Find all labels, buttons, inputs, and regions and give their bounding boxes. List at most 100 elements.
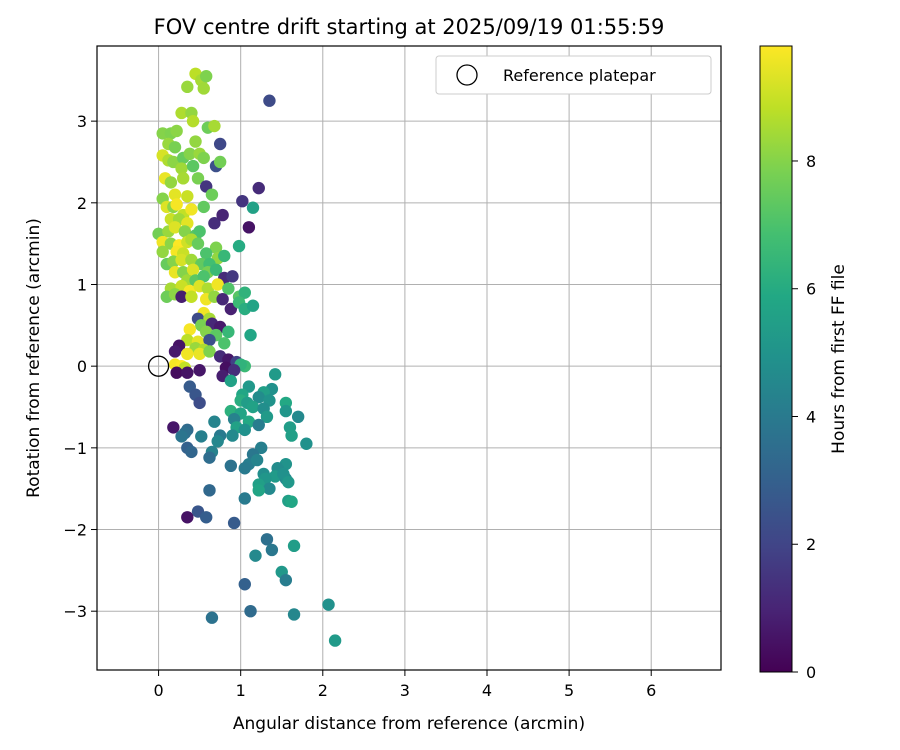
x-tick-label: 3 [400, 681, 410, 700]
scatter-point [175, 106, 188, 120]
legend-marker [456, 64, 478, 86]
colorbar-ticks: 0 2 4 6 8 [792, 152, 816, 682]
scatter-point [252, 391, 265, 404]
scatter-point [203, 451, 216, 464]
scatter-point [185, 290, 198, 303]
scatter-point [222, 282, 235, 295]
y-axis-label: Rotation from reference (arcmin) [24, 218, 44, 498]
scatter-point [170, 366, 183, 379]
scatter-point [167, 421, 180, 434]
scatter-point [238, 462, 251, 475]
scatter-point [218, 249, 231, 263]
scatter-point [238, 578, 251, 591]
scatter-point [213, 137, 227, 151]
scatter-point [260, 410, 274, 424]
scatter-point [181, 347, 194, 361]
scatter-point [260, 533, 274, 546]
scatter-point [291, 410, 305, 424]
x-axis-label: Angular distance from reference (arcmin) [233, 714, 585, 734]
x-tick-label: 5 [564, 681, 574, 700]
x-tick-label: 6 [646, 681, 656, 700]
scatter-point [232, 239, 246, 253]
scatter-point [252, 181, 265, 195]
scatter-point [227, 364, 241, 377]
scatter-point [175, 162, 188, 175]
x-tick-label: 2 [318, 681, 328, 700]
scatter-point [287, 608, 301, 621]
x-axis-ticks: 0 1 2 3 4 5 6 [153, 670, 656, 700]
scatter-point [168, 221, 182, 234]
x-tick-label: 0 [153, 681, 163, 700]
scatter-point [250, 453, 264, 467]
scatter-point [208, 119, 221, 133]
scatter-point [181, 80, 194, 94]
x-tick-label: 1 [236, 681, 246, 700]
scatter-point [227, 516, 241, 530]
scatter-point [209, 241, 223, 254]
scatter-point [263, 482, 276, 495]
scatter-point [287, 539, 301, 553]
scatter-point [205, 188, 219, 201]
scatter-point [197, 200, 210, 214]
scatter-point [244, 604, 257, 618]
scatter-point [218, 337, 231, 350]
colorbar-tick-label: 0 [806, 663, 816, 682]
scatter-point [213, 155, 227, 169]
scatter-point [208, 217, 221, 230]
y-axis-ticks: −3 −2 −1 0 1 2 3 [63, 112, 97, 621]
legend-label: Reference platepar [503, 66, 656, 85]
scatter-point [191, 172, 205, 185]
scatter-point [224, 374, 238, 388]
scatter-point [200, 511, 213, 524]
y-tick-label: 1 [77, 275, 87, 294]
scatter-point [175, 253, 188, 267]
y-tick-label: −3 [63, 602, 87, 621]
scatter-point [203, 345, 216, 358]
scatter-point [183, 323, 196, 336]
scatter-point [193, 364, 206, 377]
scatter-point [197, 270, 210, 283]
scatter-point [216, 292, 229, 306]
scatter-point [242, 221, 256, 234]
scatter-point [244, 328, 257, 342]
scatter-point [246, 400, 260, 414]
colorbar-tick-label: 2 [806, 535, 816, 554]
scatter-point [226, 270, 239, 283]
scatter-point [282, 475, 295, 489]
scatter-point [200, 247, 213, 260]
scatter-point [211, 435, 224, 448]
scatter-point [186, 159, 200, 173]
scatter-point [183, 147, 196, 161]
scatter-point [222, 325, 235, 339]
scatter-point [156, 245, 169, 259]
scatter-point [249, 549, 262, 562]
scatter-point [185, 253, 198, 267]
scatter-point [203, 333, 216, 347]
scatter-point [236, 194, 249, 208]
reference-platepar-marker [147, 355, 170, 377]
scatter-point [216, 208, 229, 222]
scatter-point [211, 278, 224, 291]
scatter-point [170, 124, 183, 138]
legend-box [435, 55, 712, 95]
scatter-point [186, 114, 200, 128]
scatter-point [300, 437, 313, 450]
scatter-point [168, 141, 182, 154]
scatter-point [246, 201, 260, 214]
scatter-point [263, 94, 276, 107]
colorbar: 0 2 4 6 8 Hours from first FF file [759, 45, 849, 682]
scatter-point [252, 418, 265, 432]
colorbar-gradient [759, 45, 793, 673]
scatter-point [175, 430, 188, 443]
scatter-point [203, 484, 216, 497]
scatter-point [224, 459, 238, 473]
scatter-point [189, 135, 202, 148]
scatter-point [164, 176, 178, 189]
scatter-point [238, 492, 251, 505]
colorbar-tick-label: 6 [806, 280, 816, 299]
scatter-point [175, 290, 188, 303]
scatter-point [170, 198, 183, 211]
scatter-point [238, 286, 251, 299]
scatter-point [200, 70, 213, 83]
